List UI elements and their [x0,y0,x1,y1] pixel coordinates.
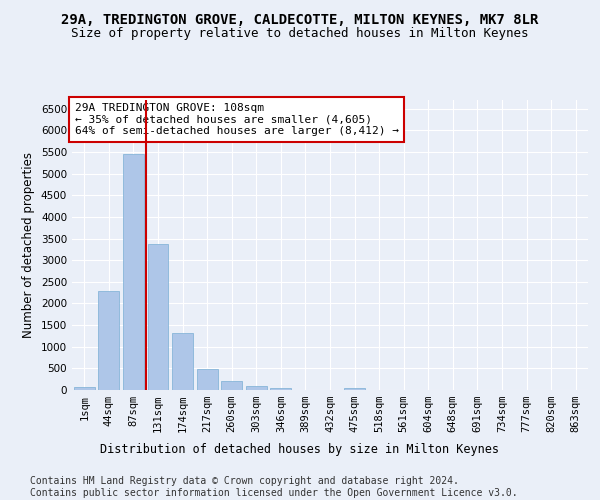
Bar [221,380,242,390]
Bar [197,369,218,390]
Y-axis label: Number of detached properties: Number of detached properties [22,152,35,338]
Bar [123,154,144,390]
Bar [74,387,95,390]
Text: Contains HM Land Registry data © Crown copyright and database right 2024.
Contai: Contains HM Land Registry data © Crown c… [30,476,518,498]
Bar [98,292,119,390]
Bar [148,244,169,390]
Text: Distribution of detached houses by size in Milton Keynes: Distribution of detached houses by size … [101,442,499,456]
Bar [344,388,365,390]
Text: 29A, TREDINGTON GROVE, CALDECOTTE, MILTON KEYNES, MK7 8LR: 29A, TREDINGTON GROVE, CALDECOTTE, MILTO… [61,12,539,26]
Bar [271,388,292,390]
Text: 29A TREDINGTON GROVE: 108sqm
← 35% of detached houses are smaller (4,605)
64% of: 29A TREDINGTON GROVE: 108sqm ← 35% of de… [74,103,398,136]
Bar [172,334,193,390]
Bar [246,386,267,390]
Text: Size of property relative to detached houses in Milton Keynes: Size of property relative to detached ho… [71,28,529,40]
